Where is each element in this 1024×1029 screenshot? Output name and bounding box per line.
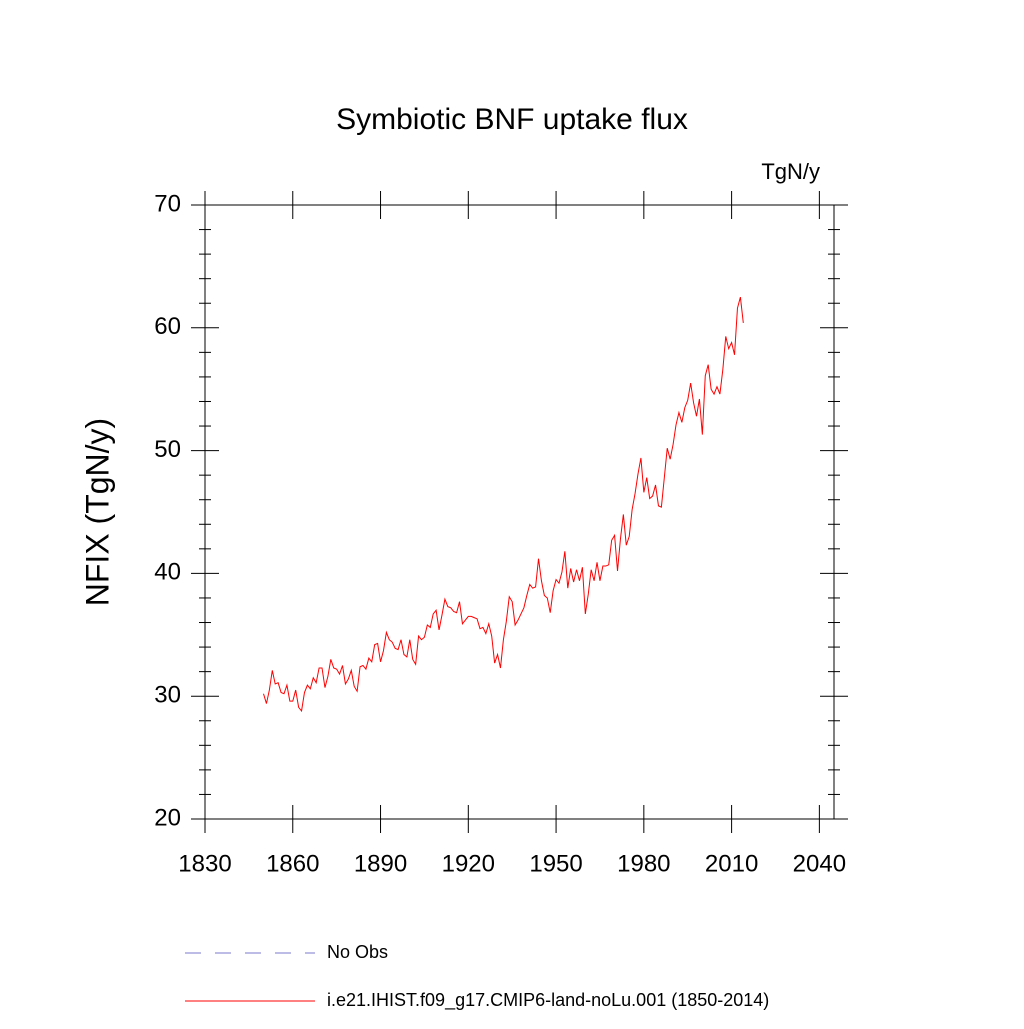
y-tick-label: 20 bbox=[154, 804, 181, 831]
x-tick-label: 1890 bbox=[354, 850, 407, 877]
plot-frame bbox=[204, 204, 835, 820]
y-tick-label: 30 bbox=[154, 682, 181, 709]
x-tick-label: 1830 bbox=[178, 850, 231, 877]
legend-label: No Obs bbox=[327, 942, 388, 962]
y-tick-label: 70 bbox=[154, 190, 181, 217]
y-axis-label: NFIX (TgN/y) bbox=[79, 418, 115, 606]
x-tick-label: 1920 bbox=[442, 850, 495, 877]
legend-label: i.e21.IHIST.f09_g17.CMIP6-land-noLu.001 … bbox=[327, 990, 769, 1011]
x-tick-label: 2010 bbox=[705, 850, 758, 877]
x-tick-label: 1950 bbox=[529, 850, 582, 877]
units-label: TgN/y bbox=[761, 159, 820, 184]
chart-title: Symbiotic BNF uptake flux bbox=[336, 103, 688, 136]
x-tick-label: 2040 bbox=[793, 850, 846, 877]
y-tick-label: 50 bbox=[154, 436, 181, 463]
y-tick-label: 60 bbox=[154, 313, 181, 340]
x-tick-label: 1980 bbox=[617, 850, 670, 877]
data-line bbox=[263, 296, 744, 713]
x-tick-label: 1860 bbox=[266, 850, 319, 877]
y-tick-label: 40 bbox=[154, 559, 181, 586]
